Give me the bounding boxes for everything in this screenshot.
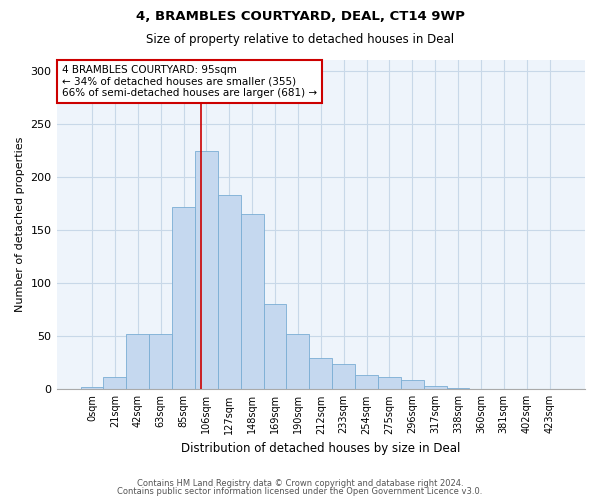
Text: 4, BRAMBLES COURTYARD, DEAL, CT14 9WP: 4, BRAMBLES COURTYARD, DEAL, CT14 9WP [136, 10, 464, 23]
Bar [195, 152, 218, 390]
Y-axis label: Number of detached properties: Number of detached properties [15, 137, 25, 312]
Bar [263, 304, 286, 390]
Bar [446, 388, 469, 390]
Text: Contains public sector information licensed under the Open Government Licence v3: Contains public sector information licen… [118, 487, 482, 496]
Bar [286, 334, 310, 390]
Text: Size of property relative to detached houses in Deal: Size of property relative to detached ho… [146, 32, 454, 46]
Bar [103, 376, 127, 390]
Bar [401, 380, 424, 390]
Text: Contains HM Land Registry data © Crown copyright and database right 2024.: Contains HM Land Registry data © Crown c… [137, 478, 463, 488]
Bar [218, 195, 241, 390]
Bar [241, 214, 263, 390]
Bar [127, 334, 149, 390]
Bar [424, 386, 446, 390]
X-axis label: Distribution of detached houses by size in Deal: Distribution of detached houses by size … [181, 442, 460, 455]
Bar [172, 206, 195, 390]
Bar [149, 334, 172, 390]
Bar [355, 376, 378, 390]
Bar [80, 387, 103, 390]
Bar [378, 376, 401, 390]
Bar [310, 358, 332, 390]
Text: 4 BRAMBLES COURTYARD: 95sqm
← 34% of detached houses are smaller (355)
66% of se: 4 BRAMBLES COURTYARD: 95sqm ← 34% of det… [62, 65, 317, 98]
Bar [332, 364, 355, 390]
